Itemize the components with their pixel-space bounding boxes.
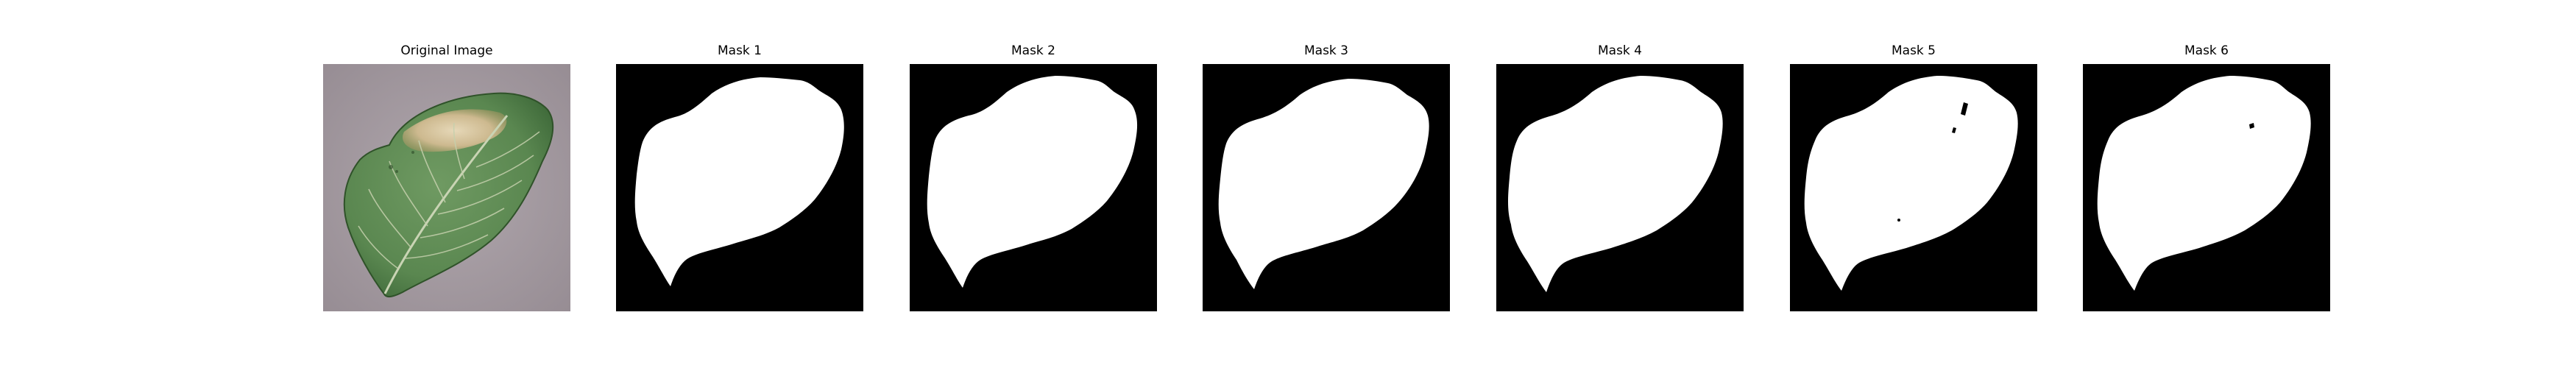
mask-image <box>1203 64 1450 311</box>
mask-svg <box>1790 64 2037 311</box>
panel-title: Mask 6 <box>2184 43 2229 58</box>
leaf-blade <box>343 92 554 298</box>
mask-svg <box>616 64 863 311</box>
panel-title: Mask 4 <box>1597 43 1642 58</box>
mask-image <box>1496 64 1744 311</box>
leaf-mask-region <box>2097 76 2311 291</box>
mask-holes <box>2249 123 2254 129</box>
mask-svg <box>1203 64 1450 311</box>
panel-title: Mask 3 <box>1303 43 1348 58</box>
leaf-mask-region <box>1804 76 2018 291</box>
mask-image <box>910 64 1157 311</box>
mask-svg <box>2083 64 2330 311</box>
leaf-photo-svg <box>323 64 570 311</box>
mask-image <box>1790 64 2037 311</box>
mask-image <box>616 64 863 311</box>
panel-title: Mask 2 <box>1011 43 1055 58</box>
panel-title: Mask 5 <box>1891 43 1936 58</box>
leaf-mask-region <box>1218 79 1429 289</box>
leaf-midrib <box>383 115 509 294</box>
mask-svg <box>1496 64 1744 311</box>
leaf-mask-region <box>927 76 1138 288</box>
leaf-mask-region <box>634 77 844 286</box>
panel-title: Mask 1 <box>717 43 762 58</box>
leaf-spots <box>389 151 414 173</box>
mask-holes <box>1897 102 1968 222</box>
panel-title: Original Image <box>400 43 493 58</box>
mask-image <box>2083 64 2330 311</box>
mask-svg <box>910 64 1157 311</box>
leaf-mask-region <box>1508 76 1723 292</box>
leaf-lesion <box>403 109 507 152</box>
original-leaf-photo <box>323 64 570 311</box>
